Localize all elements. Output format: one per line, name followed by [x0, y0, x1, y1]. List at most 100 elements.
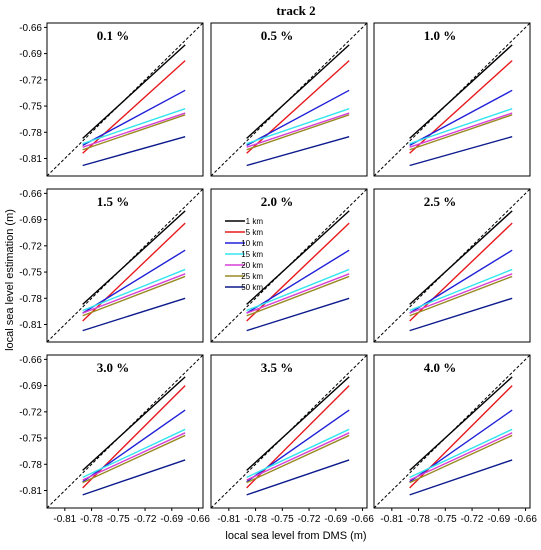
series-line	[82, 273, 186, 314]
y-tick-label: -0.81	[19, 486, 42, 497]
series-line	[82, 434, 186, 484]
series-line	[409, 268, 513, 312]
series-line	[409, 273, 513, 314]
series-line	[409, 428, 513, 479]
x-tick-label: -0.81	[53, 514, 76, 525]
one-to-one-line	[210, 22, 368, 177]
series-line	[409, 210, 513, 305]
legend-label: 10 km	[241, 239, 263, 248]
figure-title: track 2	[276, 3, 315, 18]
panel: 2.0 % 1 km 5 km 10 km 15 km 20 km 25 km 50 km	[210, 188, 368, 343]
one-to-one-line	[46, 188, 204, 343]
series-line	[246, 249, 350, 314]
x-tick-label: -0.78	[244, 514, 267, 525]
y-tick-label: -0.81	[19, 320, 42, 331]
series-line	[409, 376, 513, 471]
panel: 3.5 % -0.81 -0.78 -0.75 -0.72 -0.69 -0.66	[210, 354, 374, 525]
series-line	[409, 459, 513, 496]
x-tick-label: -0.81	[217, 514, 240, 525]
y-tick-label: -0.81	[19, 154, 42, 165]
panel-grid: 0.1 %-0.66-0.69-0.72-0.75-0.78-0.810.5 %…	[19, 22, 537, 525]
series-line	[82, 210, 186, 305]
x-tick-label: -0.69	[487, 514, 510, 525]
y-tick-label: -0.72	[19, 75, 42, 86]
series-line	[246, 222, 350, 322]
one-to-one-line	[373, 354, 531, 509]
series-line	[246, 114, 350, 151]
x-tick-label: -0.69	[324, 514, 347, 525]
x-tick-label: -0.81	[380, 514, 403, 525]
series-line	[82, 112, 186, 148]
legend-label: 1 km	[246, 217, 264, 226]
series-line	[82, 297, 186, 332]
panel-title: 0.1 %	[97, 28, 130, 43]
panel-title: 3.0 %	[97, 360, 130, 375]
panel: 1.5 % -0.66 -0.69 -0.72 -0.75 -0.78 -0.81	[19, 188, 204, 343]
one-to-one-line	[210, 354, 368, 509]
series-line	[82, 114, 186, 151]
x-tick-label: -0.69	[160, 514, 183, 525]
series-line	[246, 268, 350, 312]
series-line	[82, 432, 186, 481]
y-tick-label: -0.78	[19, 128, 42, 139]
panel-title: 3.5 %	[261, 360, 294, 375]
y-tick-label: -0.69	[19, 381, 42, 392]
panel-title: 4.0 %	[424, 360, 457, 375]
legend-label: 50 km	[241, 283, 263, 292]
y-tick-label: -0.66	[19, 355, 42, 366]
x-tick-label: -0.66	[514, 514, 537, 525]
panel-title: 1.0 %	[424, 28, 457, 43]
series-line	[409, 434, 513, 484]
one-to-one-line	[373, 188, 531, 343]
panel: 0.1 % -0.66 -0.69 -0.72 -0.75 -0.78 -0.81	[19, 22, 204, 177]
panel-title: 0.5 %	[261, 28, 294, 43]
x-tick-label: -0.78	[80, 514, 103, 525]
x-tick-label: -0.72	[461, 514, 484, 525]
series-line	[246, 210, 350, 305]
series-line	[82, 44, 186, 139]
panel-title: 2.0 %	[261, 194, 294, 209]
legend: 1 km 5 km 10 km 15 km 20 km 25 km 50 km	[225, 217, 263, 292]
y-tick-label: -0.75	[19, 268, 42, 279]
series-line	[82, 428, 186, 479]
x-tick-label: -0.75	[434, 514, 457, 525]
x-tick-label: -0.75	[107, 514, 130, 525]
legend-label: 15 km	[241, 250, 263, 259]
series-line	[246, 89, 350, 147]
series-line	[409, 89, 513, 147]
one-to-one-line	[373, 22, 531, 177]
series-line	[82, 385, 186, 489]
series-line	[246, 112, 350, 148]
series-line	[82, 222, 186, 322]
series-line	[246, 428, 350, 479]
series-line	[409, 135, 513, 167]
series-line	[246, 434, 350, 484]
series-line	[82, 108, 186, 145]
series-line	[82, 275, 186, 317]
y-tick-label: -0.69	[19, 215, 42, 226]
series-line	[409, 297, 513, 332]
series-line	[82, 89, 186, 147]
y-tick-label: -0.78	[19, 460, 42, 471]
series-line	[409, 385, 513, 489]
series-line	[246, 44, 350, 139]
x-axis-label: local sea level from DMS (m)	[225, 530, 366, 542]
series-line	[246, 432, 350, 481]
series-line	[246, 135, 350, 167]
y-tick-label: -0.69	[19, 49, 42, 60]
series-line	[409, 222, 513, 322]
panel-title: 2.5 %	[424, 194, 457, 209]
y-tick-label: -0.78	[19, 294, 42, 305]
y-tick-label: -0.75	[19, 102, 42, 113]
y-tick-label: -0.66	[19, 23, 42, 34]
series-line	[246, 275, 350, 317]
series-line	[82, 249, 186, 314]
series-line	[409, 249, 513, 314]
series-line	[409, 275, 513, 317]
series-line	[82, 376, 186, 471]
series-line	[409, 432, 513, 481]
panel: 0.5 %	[210, 22, 368, 177]
y-tick-label: -0.72	[19, 241, 42, 252]
one-to-one-line	[46, 22, 204, 177]
series-line	[409, 114, 513, 151]
